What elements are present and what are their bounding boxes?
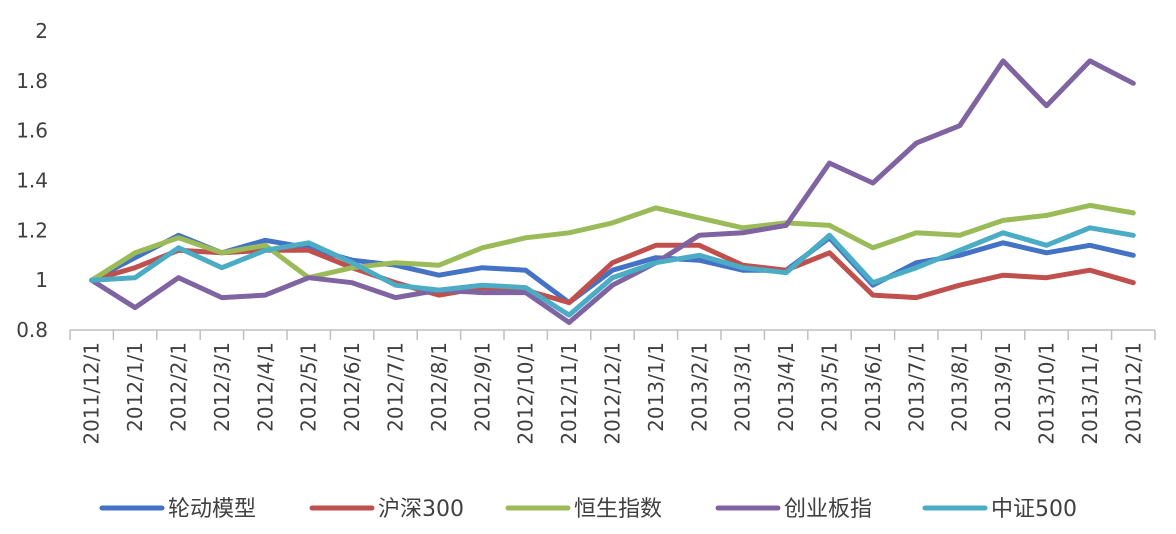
legend-label: 中证500 [991, 497, 1077, 522]
x-tick-label: 2013/5/1 [818, 342, 842, 432]
y-tick-label: 1.2 [16, 218, 48, 242]
x-tick-label: 2012/1/1 [123, 342, 147, 432]
x-tick-label: 2012/5/1 [297, 342, 321, 432]
legend-label: 沪深300 [378, 497, 464, 522]
x-tick-label: 2012/4/1 [253, 342, 277, 432]
x-tick-label: 2012/6/1 [340, 342, 364, 432]
series-layer [89, 58, 1136, 325]
x-tick-label: 2013/9/1 [991, 342, 1015, 432]
legend-label: 轮动模型 [168, 497, 256, 522]
x-tick-label: 2012/7/1 [384, 342, 408, 432]
y-tick-label: 0.8 [16, 318, 48, 342]
x-tick-label: 2011/12/1 [80, 342, 104, 445]
x-tick-label: 2012/11/1 [557, 342, 581, 445]
series-line [89, 232, 1136, 306]
y-tick-label: 1.8 [16, 69, 48, 93]
x-tick-label: 2013/3/1 [731, 342, 755, 432]
series-line [89, 58, 1136, 325]
x-tick-label: 2013/10/1 [1035, 342, 1059, 445]
x-tick-label: 2013/7/1 [904, 342, 928, 432]
y-axis: 0.8 1 1.2 1.4 1.6 1.8 2 [16, 19, 48, 342]
x-axis: 2011/12/1 2012/1/1 2012/2/1 2012/3/1 2012/4/… [69, 329, 1156, 445]
x-tick-label: 2013/6/1 [861, 342, 885, 432]
x-tick-label: 2012/3/1 [210, 342, 234, 432]
x-tick-label: 2013/8/1 [948, 342, 972, 432]
x-tick-label: 2013/12/1 [1121, 342, 1145, 445]
x-tick-label: 2012/2/1 [167, 342, 191, 432]
legend-label: 创业板指 [784, 497, 872, 522]
y-tick-label: 1.4 [16, 169, 48, 193]
x-tick-label: 2012/8/1 [427, 342, 451, 432]
series-line [89, 225, 1136, 318]
legend: 轮动模型 沪深300 恒生指数 创业板指 中证500 [99, 497, 1077, 522]
x-tick-label: 2013/4/1 [774, 342, 798, 432]
x-tick-label: 2013/11/1 [1078, 342, 1102, 445]
y-tick-label: 1 [35, 268, 48, 292]
x-tick-label: 2012/10/1 [514, 342, 538, 445]
series-line [89, 202, 1136, 283]
x-tick-label: 2013/2/1 [687, 342, 711, 432]
x-tick-label: 2013/1/1 [644, 342, 668, 432]
legend-label: 恒生指数 [574, 497, 662, 522]
x-tick-label: 2012/9/1 [470, 342, 494, 432]
x-tick-label: 2012/12/1 [601, 342, 625, 445]
y-tick-label: 1.6 [16, 119, 48, 143]
y-tick-label: 2 [35, 19, 48, 43]
